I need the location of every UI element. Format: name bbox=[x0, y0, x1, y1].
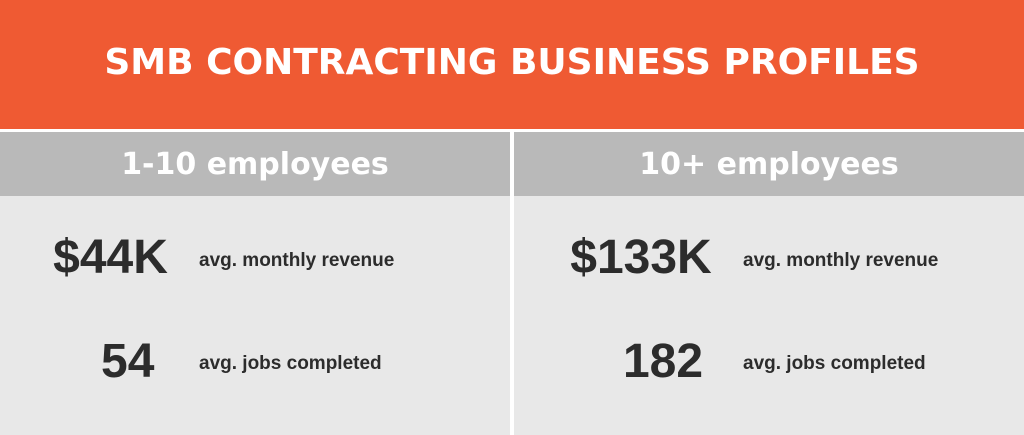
column-header: 10+ employees bbox=[514, 132, 1024, 196]
page-title: SMB CONTRACTING BUSINESS PROFILES bbox=[104, 42, 920, 83]
jobs-value: 182 bbox=[622, 335, 704, 388]
column-body: $133K avg. monthly revenue 182 avg. jobs… bbox=[514, 196, 1024, 435]
revenue-label: avg. monthly revenue bbox=[199, 250, 395, 271]
revenue-value: $44K bbox=[53, 231, 168, 284]
column-header-label: 1-10 employees bbox=[121, 146, 389, 182]
jobs-label: avg. jobs completed bbox=[199, 353, 382, 374]
column-header: 1-10 employees bbox=[0, 132, 510, 196]
revenue-label: avg. monthly revenue bbox=[743, 250, 939, 271]
revenue-value: $133K bbox=[570, 231, 712, 284]
jobs-label: avg. jobs completed bbox=[743, 353, 926, 374]
title-banner: SMB CONTRACTING BUSINESS PROFILES bbox=[0, 0, 1024, 129]
column-header-label: 10+ employees bbox=[639, 146, 899, 182]
column-large-business: 10+ employees $133K avg. monthly revenue… bbox=[514, 132, 1024, 435]
column-small-business: 1-10 employees $44K avg. monthly revenue… bbox=[0, 132, 510, 435]
jobs-value: 54 bbox=[101, 335, 155, 388]
column-body: $44K avg. monthly revenue 54 avg. jobs c… bbox=[0, 196, 510, 435]
